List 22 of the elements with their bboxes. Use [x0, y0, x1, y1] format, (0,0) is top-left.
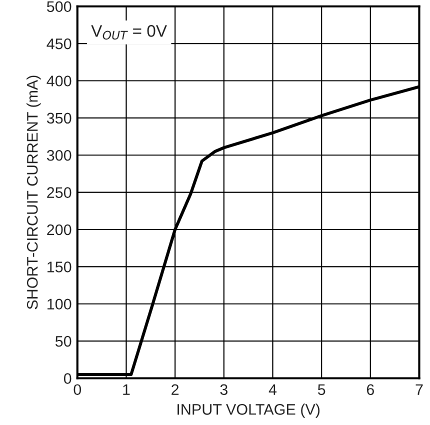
y-tick-label: 300	[46, 150, 72, 161]
x-tick-label: 6	[366, 384, 374, 396]
x-axis-title: INPUT VOLTAGE (V)	[178, 404, 320, 418]
y-tick-label: 500	[46, 1, 72, 12]
x-tick-label: 2	[172, 384, 179, 395]
y-tick-label: 450	[46, 38, 72, 50]
y-tick-label: 400	[46, 76, 72, 86]
y-axis-title: SHORT-CIRCUIT CURRENT (mA)	[26, 76, 41, 310]
y-tick-label: 250	[47, 187, 72, 198]
y-tick-label: 150	[48, 262, 72, 272]
x-tick-label: 5	[318, 384, 326, 396]
y-tick-label: 50	[55, 336, 72, 347]
x-tick-label: 0	[74, 384, 82, 396]
y-tick-label: 0	[64, 373, 72, 384]
y-tick-label: 200	[47, 224, 72, 236]
x-tick-label: 3	[220, 384, 228, 396]
x-tick-label: 1	[123, 384, 130, 395]
y-tick-label: 350	[46, 112, 72, 124]
x-tick-label: 7	[416, 384, 423, 395]
annotation: V$_{OUT}$ = 0V	[91, 25, 167, 40]
x-tick-label: 4	[268, 384, 277, 395]
y-tick-label: 100	[48, 298, 72, 310]
